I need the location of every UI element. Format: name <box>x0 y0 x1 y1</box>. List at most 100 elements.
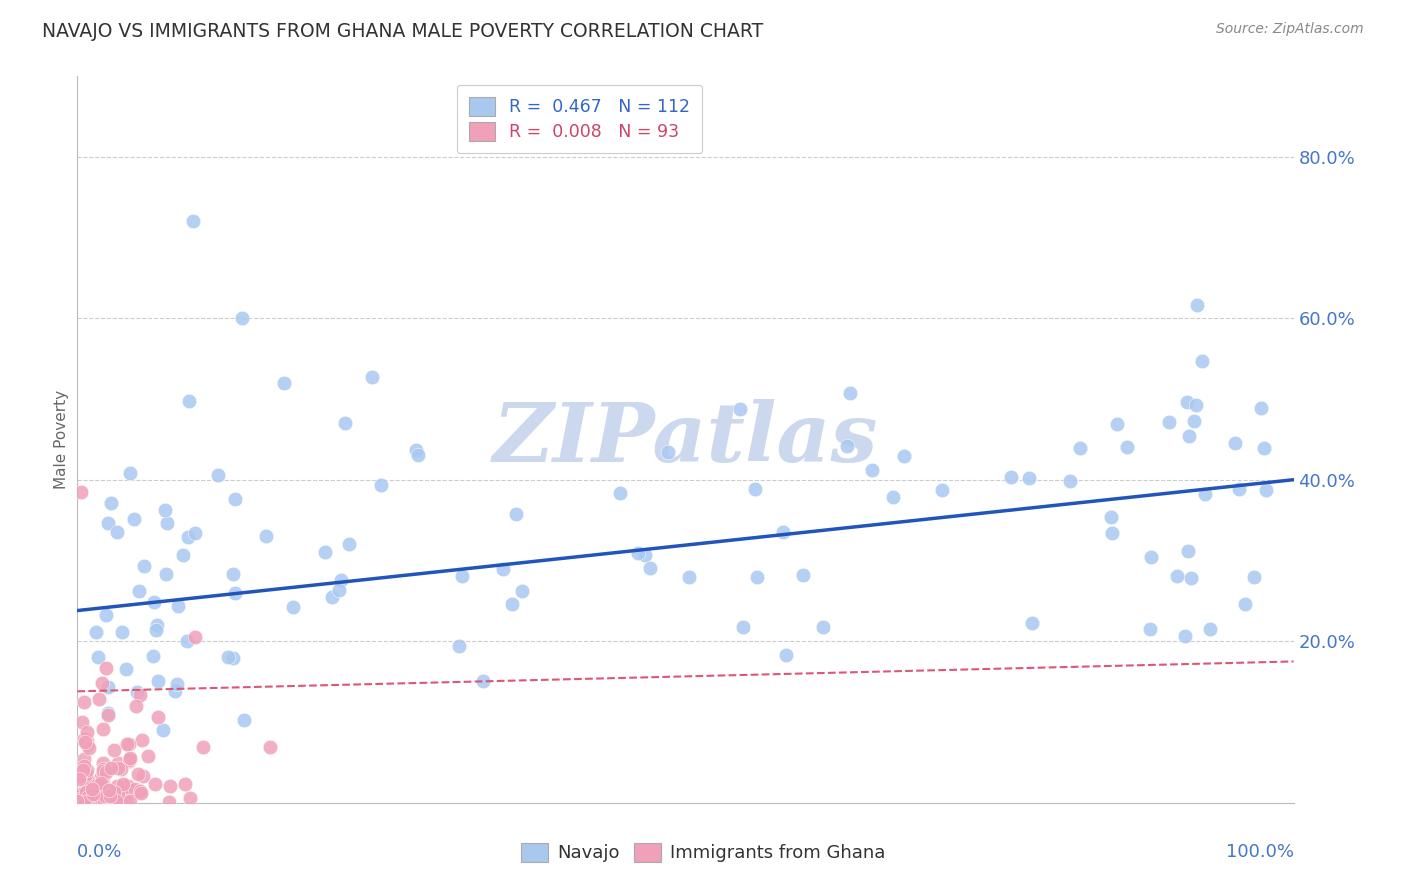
Point <box>1105 417 1128 431</box>
Point <box>93 789 115 803</box>
Point <box>70 714 93 729</box>
Point <box>259 739 281 754</box>
Point <box>1101 526 1123 541</box>
Point <box>1177 429 1199 443</box>
Point <box>1000 470 1022 484</box>
Point <box>505 507 527 521</box>
Point <box>104 793 127 807</box>
Point <box>1243 570 1265 584</box>
Point <box>1115 440 1137 454</box>
Point <box>93 722 115 736</box>
Point <box>100 761 122 775</box>
Point <box>103 785 125 799</box>
Point <box>1059 474 1081 488</box>
Point <box>107 756 129 770</box>
Point <box>72 752 94 766</box>
Text: 0.0%: 0.0% <box>77 843 122 861</box>
Point <box>94 608 117 623</box>
Point <box>82 787 104 801</box>
Point <box>1194 487 1216 501</box>
Point <box>1185 398 1208 412</box>
Point <box>1180 571 1202 585</box>
Point <box>811 619 834 633</box>
Point <box>775 648 797 662</box>
Point <box>115 794 138 808</box>
Point <box>132 769 155 783</box>
Point <box>1254 483 1277 498</box>
Point <box>70 484 93 499</box>
Point <box>893 449 915 463</box>
Point <box>72 763 94 777</box>
Point <box>792 567 814 582</box>
Point <box>114 779 136 793</box>
Point <box>69 791 91 805</box>
Point <box>231 311 253 326</box>
Point <box>93 764 115 778</box>
Point <box>143 777 166 791</box>
Point <box>90 770 112 784</box>
Point <box>107 788 129 802</box>
Legend: Navajo, Immigrants from Ghana: Navajo, Immigrants from Ghana <box>513 836 893 870</box>
Point <box>97 516 120 530</box>
Point <box>254 529 277 543</box>
Point <box>217 650 239 665</box>
Point <box>492 562 515 576</box>
Point <box>76 763 98 777</box>
Point <box>91 676 114 690</box>
Point <box>1185 298 1208 312</box>
Point <box>1250 401 1272 415</box>
Point <box>1234 597 1257 611</box>
Point <box>321 591 343 605</box>
Point <box>314 545 336 559</box>
Point <box>1199 622 1222 636</box>
Point <box>142 649 165 664</box>
Point <box>86 778 108 792</box>
Point <box>77 790 100 805</box>
Point <box>222 651 245 665</box>
Point <box>1227 482 1250 496</box>
Point <box>76 788 98 802</box>
Point <box>73 735 96 749</box>
Text: Source: ZipAtlas.com: Source: ZipAtlas.com <box>1216 22 1364 37</box>
Point <box>93 776 115 790</box>
Point <box>166 677 188 691</box>
Point <box>744 482 766 496</box>
Point <box>146 673 169 688</box>
Point <box>105 780 128 794</box>
Point <box>73 695 96 709</box>
Point <box>172 548 194 562</box>
Point <box>97 706 120 721</box>
Point <box>145 623 167 637</box>
Point <box>118 737 141 751</box>
Point <box>89 772 111 787</box>
Point <box>70 787 93 801</box>
Point <box>112 783 135 797</box>
Point <box>678 570 700 584</box>
Point <box>125 684 148 698</box>
Text: 100.0%: 100.0% <box>1226 843 1294 861</box>
Point <box>117 779 139 793</box>
Point <box>93 792 115 806</box>
Point <box>86 777 108 791</box>
Point <box>76 725 98 739</box>
Point <box>207 467 229 482</box>
Point <box>155 566 177 581</box>
Point <box>329 573 352 587</box>
Point <box>77 740 100 755</box>
Point <box>118 754 141 768</box>
Point <box>118 751 141 765</box>
Point <box>174 777 197 791</box>
Point <box>146 710 169 724</box>
Point <box>111 625 134 640</box>
Point <box>179 393 201 408</box>
Point <box>118 753 141 767</box>
Point <box>451 569 474 583</box>
Point <box>273 376 295 390</box>
Point <box>1099 510 1122 524</box>
Point <box>84 792 107 806</box>
Point <box>370 478 392 492</box>
Point <box>134 558 156 573</box>
Point <box>98 783 121 797</box>
Point <box>127 767 149 781</box>
Point <box>1166 569 1188 583</box>
